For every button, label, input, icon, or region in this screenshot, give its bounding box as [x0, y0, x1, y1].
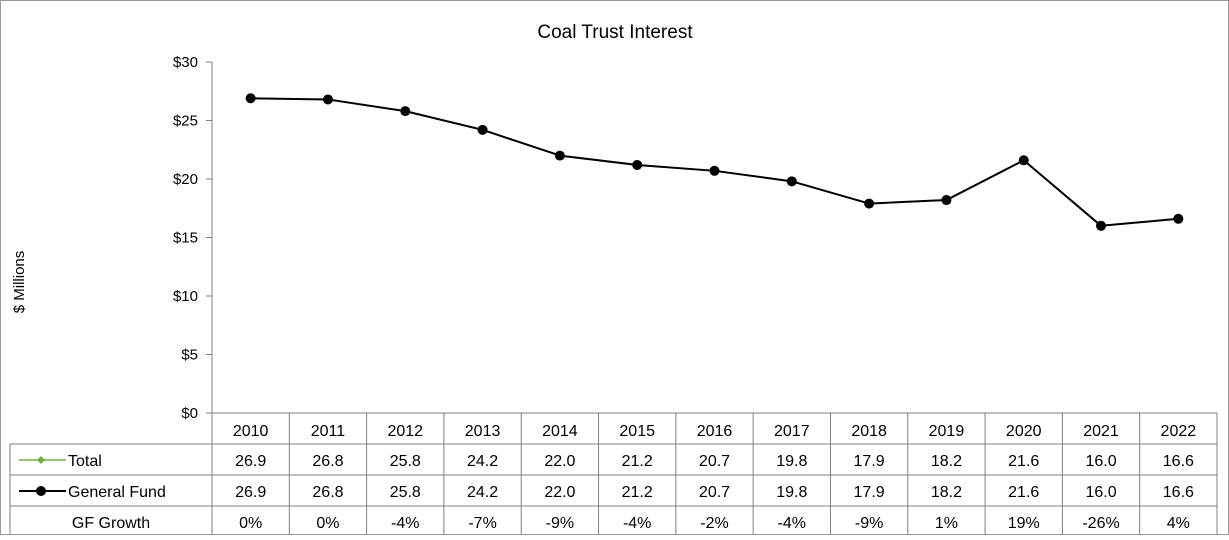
data-label: 24.2 — [467, 484, 498, 501]
data-label: 16.6 — [1163, 484, 1194, 501]
data-label: 19.8 — [776, 484, 807, 501]
x-tick-label: 2022 — [1161, 423, 1197, 440]
x-tick-label: 2020 — [1006, 423, 1042, 440]
x-tick-label: 2014 — [542, 423, 578, 440]
data-label: 17.9 — [854, 484, 885, 501]
data-label: 26.8 — [312, 453, 343, 470]
y-tick-label: $5 — [181, 347, 198, 364]
data-label: 25.8 — [390, 453, 421, 470]
data-table: 2010 2011 2012 2013 2014 2015 2016 2017 2018 2019… — [9, 412, 1218, 535]
data-point — [477, 124, 488, 135]
series-name: Total — [68, 453, 102, 470]
y-tick-label: $30 — [173, 54, 198, 71]
growth-value: -9% — [546, 515, 574, 532]
y-tick-label: $10 — [173, 288, 198, 305]
data-label: 21.6 — [1008, 453, 1039, 470]
x-tick-label: 2010 — [233, 423, 269, 440]
data-point — [1173, 213, 1184, 224]
data-label: 21.6 — [1008, 484, 1039, 501]
x-tick-label: 2013 — [465, 423, 501, 440]
growth-value: -4% — [778, 515, 806, 532]
chart-title: Coal Trust Interest — [537, 22, 693, 43]
growth-value: -4% — [623, 515, 651, 532]
data-label: 26.9 — [235, 453, 266, 470]
data-point — [786, 176, 797, 187]
data-label: 19.8 — [776, 453, 807, 470]
data-label: 26.9 — [235, 484, 266, 501]
data-point — [245, 93, 256, 104]
growth-value: 0% — [316, 515, 339, 532]
data-label: 22.0 — [544, 484, 575, 501]
series-name: General Fund — [68, 484, 166, 501]
y-axis-label: $ Millions — [11, 251, 28, 314]
data-point — [400, 106, 411, 117]
data-label: 25.8 — [390, 484, 421, 501]
y-tick-label: $15 — [173, 230, 198, 247]
x-tick-label: 2016 — [697, 423, 733, 440]
data-label: 18.2 — [931, 484, 962, 501]
data-label: 16.0 — [1085, 484, 1116, 501]
y-tick-label: $0 — [181, 405, 198, 422]
data-label: 22.0 — [544, 453, 575, 470]
growth-value: 19% — [1008, 515, 1040, 532]
data-label: 17.9 — [854, 453, 885, 470]
growth-value: -26% — [1082, 515, 1119, 532]
data-point — [1096, 220, 1107, 231]
data-label: 24.2 — [467, 453, 498, 470]
data-point — [632, 159, 643, 170]
plot-area: $0 $5 $10 $15 $20 $25 $30 — [173, 54, 1184, 422]
growth-value: 0% — [239, 515, 262, 532]
data-label: 16.0 — [1085, 453, 1116, 470]
growth-value: 4% — [1167, 515, 1190, 532]
data-point — [1018, 155, 1029, 166]
growth-value: -7% — [468, 515, 496, 532]
x-tick-label: 2017 — [774, 423, 810, 440]
data-label: 21.2 — [622, 484, 653, 501]
data-point — [322, 94, 333, 105]
growth-value: -4% — [391, 515, 419, 532]
legend-key-marker — [36, 486, 46, 496]
data-label: 26.8 — [312, 484, 343, 501]
legend-key-marker — [37, 456, 45, 464]
x-tick-label: 2012 — [387, 423, 423, 440]
data-label: 20.7 — [699, 484, 730, 501]
data-label: 18.2 — [931, 453, 962, 470]
x-tick-label: 2019 — [929, 423, 965, 440]
data-point — [554, 150, 565, 161]
data-point — [709, 165, 720, 176]
data-point — [864, 198, 875, 209]
x-tick-label: 2015 — [619, 423, 655, 440]
y-tick-label: $20 — [173, 171, 198, 188]
x-tick-label: 2018 — [851, 423, 887, 440]
row-name: GF Growth — [72, 515, 150, 532]
y-tick-label: $25 — [173, 113, 198, 130]
growth-value: 1% — [935, 515, 958, 532]
growth-value: -9% — [855, 515, 883, 532]
data-label: 20.7 — [699, 453, 730, 470]
data-point — [941, 195, 952, 206]
data-label: 21.2 — [622, 453, 653, 470]
growth-value: -2% — [700, 515, 728, 532]
x-tick-label: 2011 — [311, 423, 346, 440]
x-tick-label: 2021 — [1083, 423, 1119, 440]
data-label: 16.6 — [1163, 453, 1194, 470]
